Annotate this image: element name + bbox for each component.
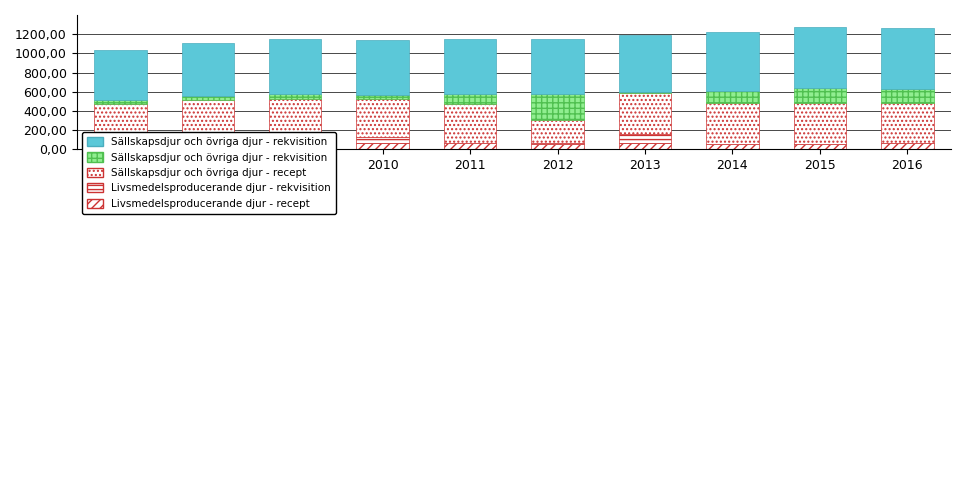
Bar [706,91,758,103]
Bar [794,26,846,88]
Bar [443,143,497,149]
Bar [94,135,147,142]
Legend: Sällskapsdjur och övriga djur - rekvisition, Sällskapsdjur och övriga djur - rek: Sällskapsdjur och övriga djur - rekvisit… [82,131,336,214]
Bar [356,143,409,149]
Bar [356,100,409,137]
Bar [794,104,846,143]
Bar [531,94,583,120]
Bar [94,142,147,149]
Bar [881,89,933,103]
Bar [443,39,497,94]
Bar [182,100,234,134]
Bar [182,97,234,100]
Bar [706,32,758,91]
Bar [619,93,671,133]
Bar [619,133,671,143]
Bar [94,100,147,104]
Bar [182,142,234,149]
Bar [269,143,322,149]
Bar [356,137,409,143]
Bar [619,92,671,93]
Bar [182,134,234,142]
Bar [881,28,933,89]
Bar [182,43,234,97]
Bar [356,40,409,95]
Bar [269,136,322,143]
Bar [619,35,671,92]
Bar [443,104,497,142]
Bar [881,103,933,143]
Bar [881,143,933,149]
Bar [619,143,671,149]
Bar [706,143,758,149]
Bar [269,94,322,99]
Bar [356,95,409,100]
Bar [94,50,147,100]
Bar [531,120,583,143]
Bar [794,143,846,149]
Bar [531,39,583,94]
Bar [443,142,497,143]
Bar [531,144,583,149]
Bar [443,94,497,104]
Bar [269,39,322,94]
Bar [269,99,322,136]
Bar [794,88,846,104]
Bar [94,104,147,135]
Bar [706,103,758,143]
